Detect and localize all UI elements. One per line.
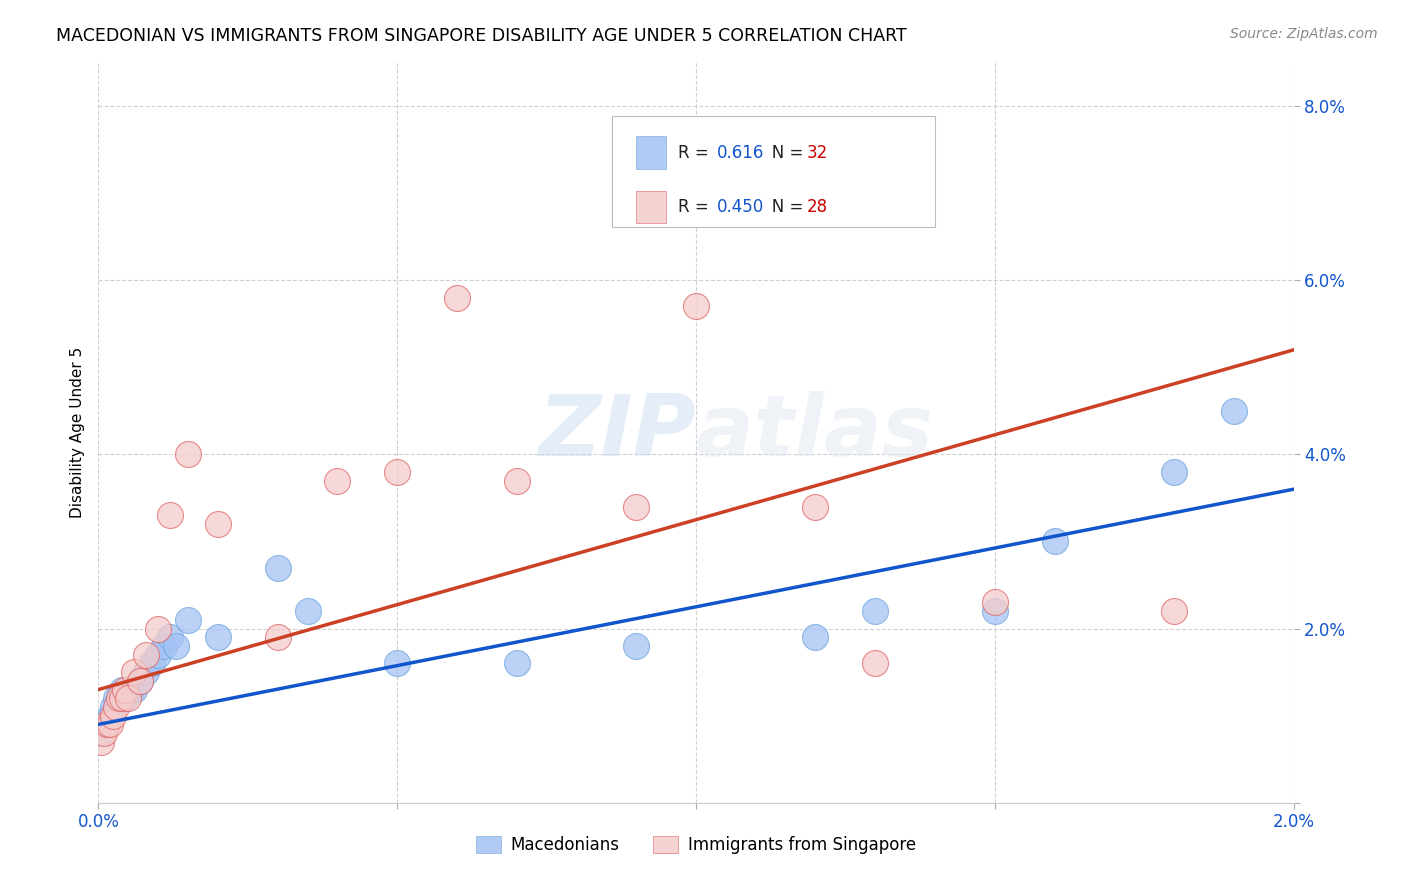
Point <box>626 639 648 653</box>
Point <box>129 673 152 688</box>
Point <box>385 657 409 671</box>
Point <box>117 691 139 706</box>
Point <box>267 560 290 574</box>
Point <box>103 700 125 714</box>
Point <box>120 682 142 697</box>
Point <box>96 717 118 731</box>
Point <box>326 474 349 488</box>
Point <box>177 613 200 627</box>
Point <box>117 682 139 697</box>
Point <box>124 682 146 697</box>
Point <box>114 682 136 697</box>
Point <box>385 465 409 479</box>
Point <box>267 630 290 644</box>
Text: 28: 28 <box>807 198 828 216</box>
Point <box>804 500 827 514</box>
Point <box>165 639 187 653</box>
Point <box>207 630 229 644</box>
Point <box>96 717 118 731</box>
Point <box>105 700 128 714</box>
Point <box>177 447 200 461</box>
Point <box>93 726 115 740</box>
Point <box>207 517 229 532</box>
Point <box>111 691 134 706</box>
Point <box>1043 534 1066 549</box>
Legend: Macedonians, Immigrants from Singapore: Macedonians, Immigrants from Singapore <box>470 830 922 861</box>
Point <box>111 682 134 697</box>
Point <box>124 665 146 680</box>
Point <box>506 474 529 488</box>
Text: ZIP: ZIP <box>538 391 696 475</box>
Point <box>141 657 163 671</box>
Point <box>103 708 125 723</box>
Point <box>865 604 887 618</box>
Point <box>114 691 136 706</box>
Point <box>984 595 1007 609</box>
Point <box>446 291 468 305</box>
Point <box>90 735 112 749</box>
Point <box>1223 404 1246 418</box>
Text: atlas: atlas <box>696 391 934 475</box>
Point <box>626 500 648 514</box>
Text: R =: R = <box>678 198 714 216</box>
Point <box>129 673 152 688</box>
Point <box>108 691 131 706</box>
Point <box>1163 465 1185 479</box>
Point <box>93 717 115 731</box>
Point <box>148 648 170 662</box>
Point <box>105 691 128 706</box>
Point <box>98 708 122 723</box>
Text: N =: N = <box>756 198 808 216</box>
Point <box>90 726 112 740</box>
Point <box>98 717 122 731</box>
Text: 0.450: 0.450 <box>717 198 765 216</box>
Point <box>297 604 319 618</box>
Point <box>685 299 707 313</box>
Point <box>506 657 529 671</box>
Point <box>159 630 181 644</box>
Point <box>804 630 827 644</box>
Text: R =: R = <box>678 144 718 161</box>
Point <box>148 622 170 636</box>
Point <box>865 657 887 671</box>
Point <box>984 604 1007 618</box>
Point <box>153 639 176 653</box>
Text: 0.616: 0.616 <box>717 144 765 161</box>
Text: N =: N = <box>756 144 808 161</box>
Text: Source: ZipAtlas.com: Source: ZipAtlas.com <box>1230 27 1378 41</box>
Point <box>1163 604 1185 618</box>
Point <box>159 508 181 523</box>
Point <box>108 691 131 706</box>
Point <box>135 648 157 662</box>
Y-axis label: Disability Age Under 5: Disability Age Under 5 <box>69 347 84 518</box>
Text: MACEDONIAN VS IMMIGRANTS FROM SINGAPORE DISABILITY AGE UNDER 5 CORRELATION CHART: MACEDONIAN VS IMMIGRANTS FROM SINGAPORE … <box>56 27 907 45</box>
Text: 32: 32 <box>807 144 828 161</box>
Point <box>135 665 157 680</box>
